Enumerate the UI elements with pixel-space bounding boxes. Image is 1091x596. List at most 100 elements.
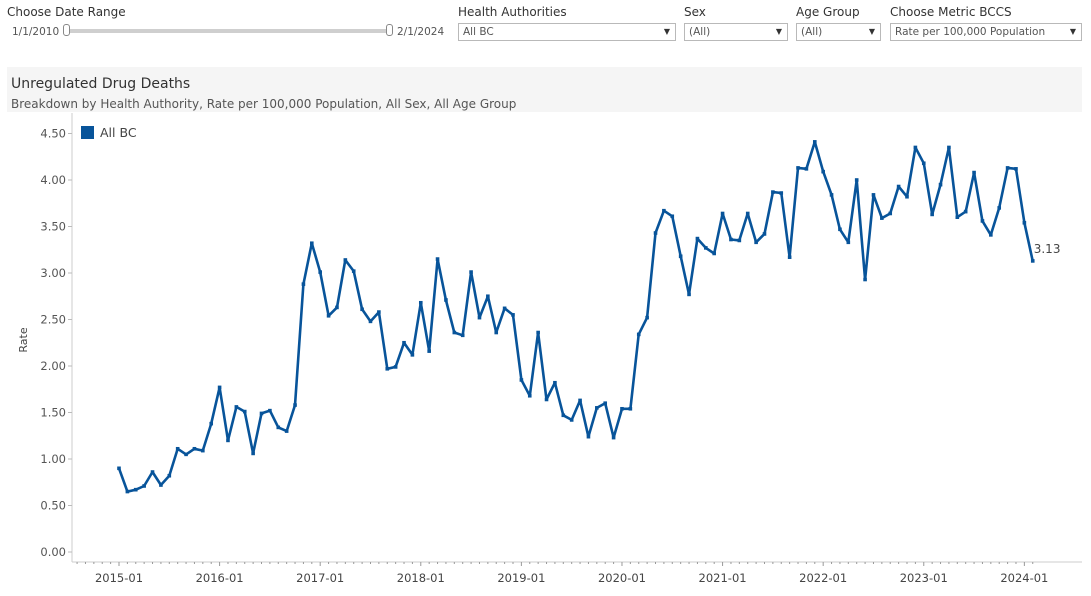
data-point[interactable] bbox=[595, 406, 599, 410]
data-point[interactable] bbox=[117, 466, 121, 471]
data-point[interactable] bbox=[989, 233, 993, 237]
data-point[interactable] bbox=[871, 193, 876, 197]
data-point[interactable] bbox=[519, 378, 524, 382]
data-point[interactable] bbox=[653, 231, 658, 235]
data-point[interactable] bbox=[955, 215, 960, 219]
data-point[interactable] bbox=[645, 315, 649, 320]
data-point[interactable] bbox=[880, 216, 884, 220]
data-point[interactable] bbox=[351, 269, 356, 273]
data-point[interactable] bbox=[771, 190, 775, 194]
data-point[interactable] bbox=[586, 434, 591, 439]
data-point[interactable] bbox=[293, 403, 297, 407]
data-point[interactable] bbox=[234, 405, 239, 409]
data-point[interactable] bbox=[561, 413, 566, 418]
data-point[interactable] bbox=[729, 237, 733, 242]
data-point[interactable] bbox=[812, 140, 817, 144]
data-point[interactable] bbox=[963, 209, 968, 214]
data-point[interactable] bbox=[284, 429, 289, 433]
data-point[interactable] bbox=[720, 211, 725, 216]
data-point[interactable] bbox=[796, 166, 800, 170]
data-point[interactable] bbox=[410, 353, 415, 357]
data-point[interactable] bbox=[142, 484, 146, 488]
data-point[interactable] bbox=[133, 487, 138, 492]
data-point[interactable] bbox=[418, 300, 423, 305]
data-point[interactable] bbox=[192, 446, 197, 451]
data-point[interactable] bbox=[159, 483, 163, 487]
data-point[interactable] bbox=[259, 411, 264, 416]
data-point[interactable] bbox=[1014, 167, 1018, 171]
data-point[interactable] bbox=[913, 145, 918, 150]
metric-dropdown[interactable]: Rate per 100,000 Population ▼ bbox=[890, 23, 1082, 41]
data-point[interactable] bbox=[821, 169, 825, 174]
data-point[interactable] bbox=[318, 270, 322, 274]
data-point[interactable] bbox=[368, 319, 373, 324]
data-point[interactable] bbox=[712, 251, 716, 256]
data-point[interactable] bbox=[184, 452, 188, 457]
data-point[interactable] bbox=[477, 315, 482, 320]
data-point[interactable] bbox=[804, 167, 809, 171]
data-point[interactable] bbox=[687, 292, 691, 297]
data-point[interactable] bbox=[553, 380, 557, 385]
data-point[interactable] bbox=[678, 254, 683, 259]
data-point[interactable] bbox=[997, 206, 1002, 210]
data-point[interactable] bbox=[938, 182, 943, 187]
data-point[interactable] bbox=[444, 298, 448, 302]
data-point[interactable] bbox=[779, 191, 784, 195]
data-point[interactable] bbox=[569, 418, 574, 422]
data-point[interactable] bbox=[335, 305, 339, 310]
data-point[interactable] bbox=[435, 257, 440, 261]
data-point[interactable] bbox=[628, 406, 633, 411]
data-point[interactable] bbox=[921, 161, 926, 166]
data-point[interactable] bbox=[829, 193, 834, 197]
data-point[interactable] bbox=[326, 313, 331, 318]
date-range-start-handle[interactable] bbox=[63, 24, 70, 36]
data-point[interactable] bbox=[611, 435, 616, 440]
data-point[interactable] bbox=[377, 310, 381, 314]
data-point[interactable] bbox=[251, 451, 255, 456]
data-point[interactable] bbox=[662, 208, 666, 213]
data-point[interactable] bbox=[762, 232, 767, 236]
data-point[interactable] bbox=[854, 178, 859, 182]
data-point[interactable] bbox=[175, 446, 180, 451]
data-point[interactable] bbox=[452, 330, 457, 335]
data-point[interactable] bbox=[947, 145, 951, 150]
data-point[interactable] bbox=[502, 306, 507, 311]
data-point[interactable] bbox=[310, 241, 314, 246]
data-point[interactable] bbox=[695, 236, 700, 241]
data-point[interactable] bbox=[460, 333, 465, 338]
data-point[interactable] bbox=[838, 227, 842, 232]
data-point[interactable] bbox=[536, 330, 540, 335]
data-point[interactable] bbox=[930, 212, 934, 217]
data-point[interactable] bbox=[1005, 166, 1010, 170]
data-point[interactable] bbox=[754, 240, 758, 245]
data-point[interactable] bbox=[670, 214, 675, 219]
data-point[interactable] bbox=[737, 238, 742, 243]
data-point[interactable] bbox=[846, 240, 851, 245]
data-point[interactable] bbox=[125, 489, 130, 494]
date-range-slider-track[interactable] bbox=[66, 29, 390, 33]
age-group-dropdown[interactable]: (All) ▼ bbox=[796, 23, 881, 41]
date-range-end-handle[interactable] bbox=[386, 24, 393, 36]
data-point[interactable] bbox=[1030, 259, 1035, 263]
data-point[interactable] bbox=[787, 255, 792, 259]
data-point[interactable] bbox=[385, 366, 390, 371]
data-point[interactable] bbox=[301, 282, 306, 286]
data-point[interactable] bbox=[268, 408, 272, 413]
data-point[interactable] bbox=[343, 258, 348, 262]
data-point[interactable] bbox=[863, 277, 867, 282]
data-point[interactable] bbox=[603, 401, 608, 405]
data-point[interactable] bbox=[427, 349, 431, 353]
data-point[interactable] bbox=[578, 398, 582, 403]
data-point[interactable] bbox=[209, 421, 214, 426]
data-point[interactable] bbox=[393, 365, 398, 369]
data-point[interactable] bbox=[276, 425, 281, 430]
data-point[interactable] bbox=[201, 448, 205, 453]
data-point[interactable] bbox=[544, 397, 549, 402]
data-point[interactable] bbox=[167, 473, 172, 478]
data-point[interactable] bbox=[242, 409, 247, 414]
data-point[interactable] bbox=[402, 340, 406, 345]
data-point[interactable] bbox=[745, 211, 750, 216]
data-point[interactable] bbox=[620, 406, 624, 411]
data-point[interactable] bbox=[905, 194, 909, 199]
data-point[interactable] bbox=[494, 330, 499, 335]
